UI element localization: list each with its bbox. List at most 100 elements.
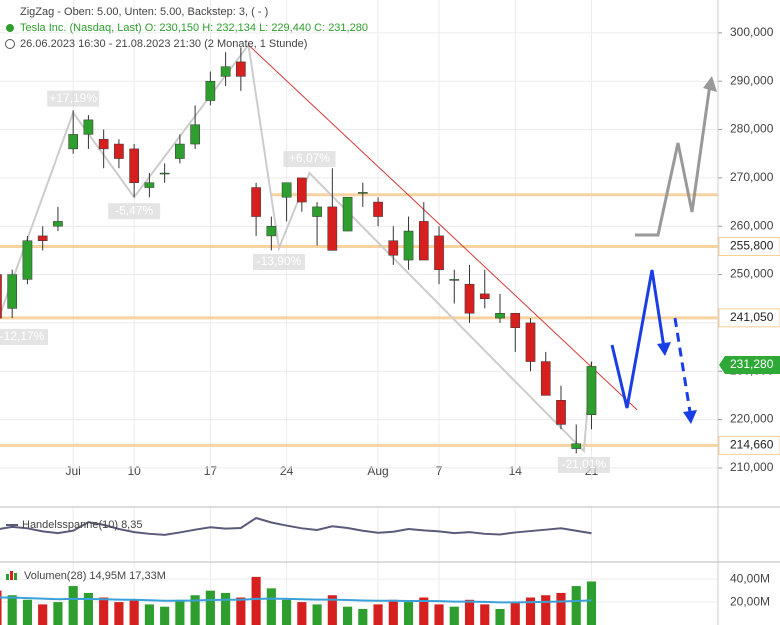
volume-bar [358,608,368,625]
volume-bar [297,602,307,625]
candle-body [357,192,368,194]
candle-body [144,182,155,188]
volume-bar [129,599,139,625]
volume-bar [266,588,276,625]
candle-body [418,221,429,261]
zigzag-label-box [283,151,336,168]
title-marker [6,574,9,580]
candle-body [83,119,94,135]
volume-bar [510,602,520,625]
icon [5,39,15,49]
volume-bar [464,599,475,625]
zigzag-label: -12,17% [0,329,45,343]
candle-body [342,196,353,232]
candle-body [464,283,475,314]
x-tick-label: 14 [509,464,523,478]
zigzag-label-box [0,328,48,345]
volume-bar [342,606,353,625]
volume-bar [7,595,17,625]
zigzag-label: -21,01% [561,457,606,471]
candle-body [373,201,383,217]
y-tick-label: 40,00M [730,571,770,585]
candle-body [129,148,139,183]
volume-bar [480,604,490,625]
candle-body [403,230,414,261]
zigzag-label-box [108,203,161,220]
level-label-box [718,435,780,455]
candle-body [510,312,521,328]
volume-bar [53,602,63,625]
volume-bar [190,595,200,625]
candle-body [556,399,566,425]
volume-bar [571,586,581,625]
y-tick-label: 260,000 [730,218,774,232]
level-label-box [718,308,780,328]
volume-bar [282,599,292,625]
candle-body [449,279,460,281]
volume-bar [525,597,536,625]
trend-line [248,44,638,411]
volume-bar [38,604,48,625]
y-tick-label: 250,000 [730,267,774,281]
volume-ma [0,596,592,604]
candle-body [175,143,185,159]
volume-bar [312,604,322,625]
candle-body [22,240,33,280]
volume-bar [205,590,215,625]
x-tick-label: Aug [367,464,388,478]
candle-body [586,366,597,415]
volume-bar [495,608,505,625]
x-tick-label: 7 [436,464,443,478]
candle-body [251,187,261,217]
candle-body [190,124,200,145]
candle-body [297,177,307,203]
arrow-head [703,76,717,92]
volume-bar [449,606,459,625]
candle-body [68,134,78,150]
zigzag-label-box [252,253,305,270]
y-tick-label: 220,000 [730,412,774,426]
volume-bar [419,597,429,625]
y-tick-label: 280,000 [730,122,774,136]
volume-bar [144,604,154,625]
candle-body [281,182,292,198]
candle-body [388,240,399,256]
level-label-box [718,237,780,257]
header-line: ZigZag - Oben: 5.00, Unten: 5.00, Backst… [20,6,268,18]
volume-bar [556,592,566,625]
zigzag-label: +6,07% [289,151,330,165]
last-price-label: 231,280 [730,357,774,371]
candle-body [114,143,124,159]
candle-body [220,66,231,77]
zigzag-label: -5,47% [115,203,153,217]
level-label: 241,050 [730,310,774,324]
zigzag-label: -13,90% [257,254,302,268]
icon [6,24,14,32]
candle-body [236,61,246,77]
title-marker [14,573,17,580]
last-price-box [719,356,780,375]
zigzag-label-box [47,90,100,107]
x-tick-label: Jul [66,464,81,478]
candle-body [266,225,277,237]
header-line: 26.06.2023 16:30 - 21.08.2023 21:30 (2 M… [20,38,307,50]
volume-bar [586,581,597,625]
candle-body [434,235,444,270]
arrow-head [657,342,671,356]
projection-arrow [610,269,666,409]
candle-body [205,80,216,101]
volume-bar [236,597,246,625]
y-tick-label: 20,00M [730,594,770,608]
level-label: 255,800 [730,239,774,253]
candle-body [312,206,322,217]
zigzag-label: +17,19% [49,91,97,105]
volume-bar [114,602,124,625]
arrow-head [683,410,697,424]
candle-body [525,322,536,362]
x-tick-label: 24 [280,464,294,478]
volume-bar [388,599,398,625]
volume-bar [434,604,444,625]
